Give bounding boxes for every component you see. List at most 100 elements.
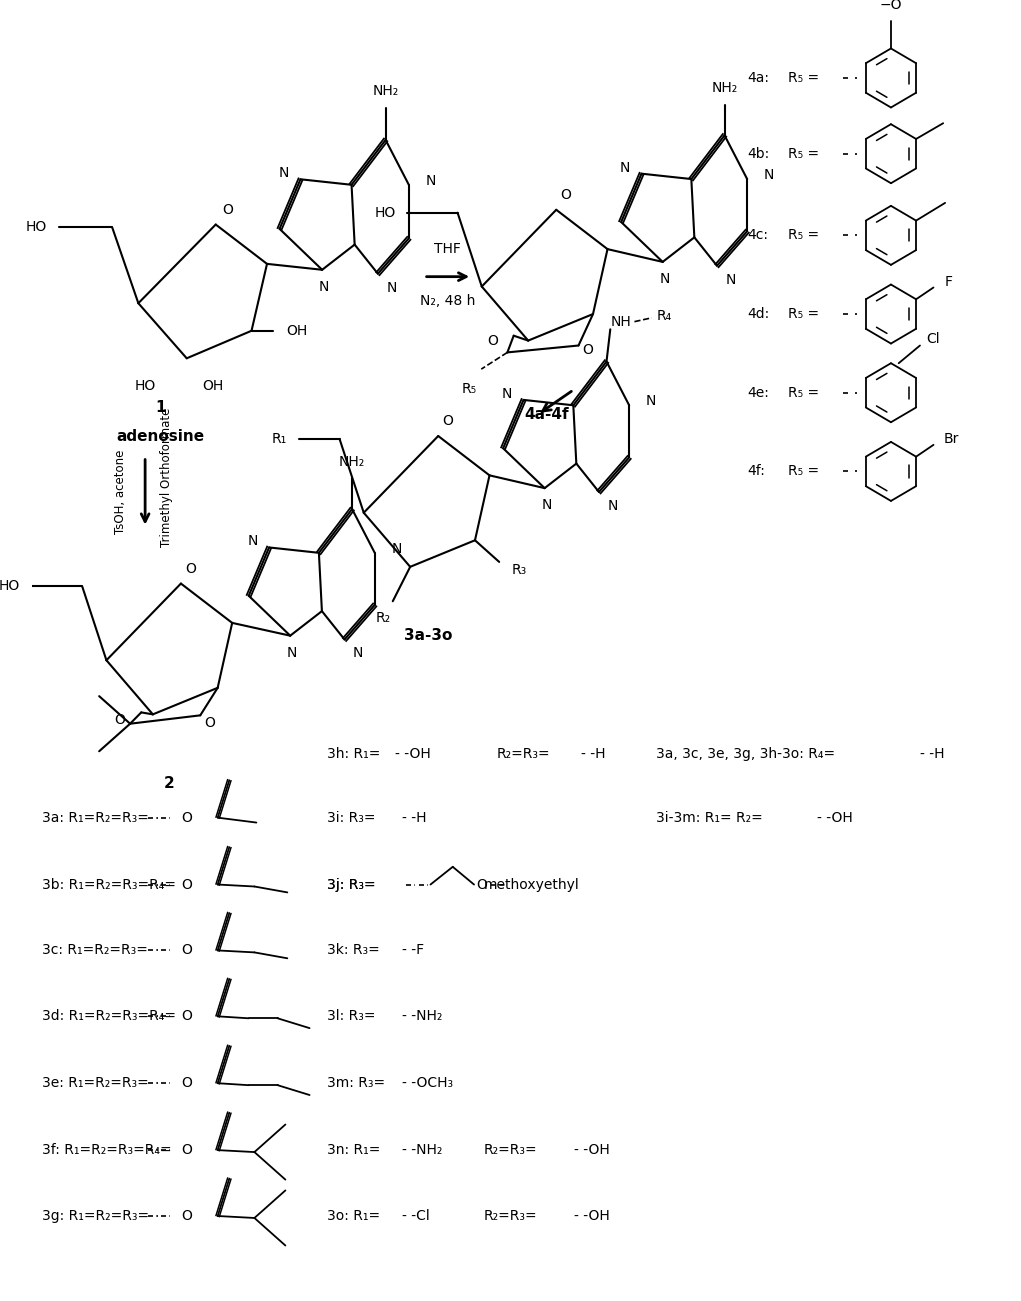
Text: N: N: [387, 281, 397, 295]
Text: −O: −O: [880, 0, 903, 12]
Text: adenosine: adenosine: [116, 429, 204, 445]
Text: Trimethyl Orthoformate: Trimethyl Orthoformate: [160, 407, 173, 546]
Text: 3d: R₁=R₂=R₃=R₄=: 3d: R₁=R₂=R₃=R₄=: [42, 1010, 176, 1024]
Text: R₅ =: R₅ =: [788, 464, 820, 479]
Text: N₂, 48 h: N₂, 48 h: [421, 294, 476, 308]
Text: N: N: [391, 543, 401, 556]
Text: 3h: R₁=: 3h: R₁=: [327, 747, 381, 761]
Text: N: N: [607, 498, 618, 513]
Text: R₂=R₃=: R₂=R₃=: [496, 747, 550, 761]
Text: - -NH₂: - -NH₂: [402, 1010, 443, 1024]
Text: N: N: [645, 394, 657, 409]
Text: 3b: R₁=R₂=R₃=R₄=: 3b: R₁=R₂=R₃=R₄=: [42, 878, 176, 891]
Text: N: N: [279, 167, 289, 180]
Text: 3o: R₁=: 3o: R₁=: [327, 1209, 380, 1223]
Text: R₃: R₃: [512, 563, 527, 576]
Text: R₄: R₄: [658, 308, 672, 323]
Text: - -OH: - -OH: [818, 811, 854, 825]
Text: 4a:: 4a:: [747, 72, 770, 85]
Text: 3k: R₃=: 3k: R₃=: [327, 943, 380, 958]
Text: 4b:: 4b:: [747, 147, 770, 161]
Text: O: O: [182, 811, 192, 825]
Text: 2: 2: [164, 775, 175, 791]
Text: HO: HO: [0, 579, 20, 593]
Text: 3n: R₁=: 3n: R₁=: [327, 1144, 381, 1157]
Text: - -OH: - -OH: [574, 1144, 610, 1157]
Text: N: N: [660, 272, 670, 286]
Text: OH: OH: [202, 379, 224, 393]
Text: O: O: [477, 878, 487, 891]
Text: N: N: [501, 386, 513, 401]
Text: - -H: - -H: [581, 747, 605, 761]
Text: F: F: [945, 275, 954, 289]
Text: R₂: R₂: [376, 611, 391, 624]
Text: 3a, 3c, 3e, 3g, 3h-3o: R₄=: 3a, 3c, 3e, 3g, 3h-3o: R₄=: [655, 747, 835, 761]
Text: - -OH: - -OH: [395, 747, 431, 761]
Text: R₅: R₅: [461, 381, 476, 396]
Text: 1: 1: [155, 399, 165, 415]
Text: Cl: Cl: [926, 332, 939, 346]
Text: R₅ =: R₅ =: [788, 147, 820, 161]
Text: R₂=R₃=: R₂=R₃=: [484, 1209, 537, 1223]
Text: O: O: [182, 878, 192, 891]
Text: - -Cl: - -Cl: [402, 1209, 430, 1223]
Text: O: O: [583, 343, 593, 358]
Text: N: N: [620, 160, 630, 174]
Text: 3g: R₁=R₂=R₃=: 3g: R₁=R₂=R₃=: [42, 1209, 149, 1223]
Text: 3j: R₃=: 3j: R₃=: [327, 878, 376, 891]
Text: 3c: R₁=R₂=R₃=: 3c: R₁=R₂=R₃=: [42, 943, 147, 958]
Text: O: O: [442, 414, 453, 428]
Text: N: N: [287, 645, 297, 660]
Text: HO: HO: [375, 206, 396, 220]
Text: 3a: R₁=R₂=R₃=: 3a: R₁=R₂=R₃=: [42, 811, 148, 825]
Text: R₅ =: R₅ =: [788, 307, 820, 321]
Text: THF: THF: [435, 242, 461, 256]
Text: - -OCH₃: - -OCH₃: [402, 1076, 453, 1090]
Text: - -H: - -H: [402, 811, 427, 825]
Text: O: O: [487, 333, 498, 347]
Text: O: O: [182, 1076, 192, 1090]
Text: NH₂: NH₂: [373, 85, 399, 98]
Text: HO: HO: [135, 379, 156, 393]
Text: R₅ =: R₅ =: [788, 72, 820, 85]
Text: R₅ =: R₅ =: [788, 385, 820, 399]
Text: R₅ =: R₅ =: [788, 229, 820, 242]
Text: N: N: [353, 647, 363, 661]
Text: N: N: [541, 498, 551, 513]
Text: 3a-3o: 3a-3o: [404, 628, 452, 643]
Text: OH: OH: [286, 324, 307, 338]
Text: - -NH₂: - -NH₂: [402, 1144, 443, 1157]
Text: NH₂: NH₂: [712, 81, 737, 95]
Text: 4c:: 4c:: [747, 229, 769, 242]
Text: 4d:: 4d:: [747, 307, 770, 321]
Text: O: O: [114, 713, 126, 727]
Text: 3l: R₃=: 3l: R₃=: [327, 1010, 376, 1024]
Text: 3m: R₃=: 3m: R₃=: [327, 1076, 385, 1090]
Text: O: O: [185, 562, 196, 576]
Text: TsOH, acetone: TsOH, acetone: [114, 450, 128, 535]
Text: N: N: [725, 272, 736, 286]
Text: 4f:: 4f:: [747, 464, 766, 479]
Text: 4e:: 4e:: [747, 385, 770, 399]
Text: N: N: [319, 280, 329, 294]
Text: 4a-4f: 4a-4f: [524, 407, 569, 422]
Text: 3f: R₁=R₂=R₃=R₄=: 3f: R₁=R₂=R₃=R₄=: [42, 1144, 172, 1157]
Text: R₁: R₁: [272, 432, 287, 446]
Text: - -OH: - -OH: [574, 1209, 610, 1223]
Text: N: N: [764, 168, 774, 182]
Text: O: O: [204, 717, 215, 730]
Text: NH₂: NH₂: [339, 454, 366, 468]
Text: O: O: [182, 943, 192, 958]
Text: methoxyethyl: methoxyethyl: [484, 878, 580, 891]
Text: 3j: R₃=: 3j: R₃=: [327, 878, 376, 891]
Text: R₂=R₃=: R₂=R₃=: [484, 1144, 537, 1157]
Text: 3i: R₃=: 3i: R₃=: [327, 811, 376, 825]
Text: O: O: [182, 1010, 192, 1024]
Text: O: O: [182, 1144, 192, 1157]
Text: O: O: [182, 1209, 192, 1223]
Text: O: O: [222, 203, 233, 217]
Text: HO: HO: [26, 220, 46, 234]
Text: O: O: [561, 189, 572, 202]
Text: NH: NH: [611, 315, 631, 329]
Text: N: N: [247, 535, 257, 548]
